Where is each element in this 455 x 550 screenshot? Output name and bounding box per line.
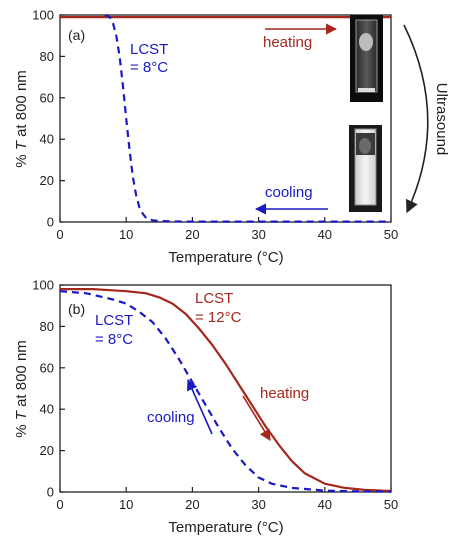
y-tick-label: 60 <box>40 360 54 375</box>
y-tick-label: 60 <box>40 90 54 105</box>
y-tick-label: 80 <box>40 319 54 334</box>
panel-label: (b) <box>68 301 85 317</box>
y-axis-title-suffix: at 800 nm <box>13 340 30 411</box>
heating-lcst-label-line1: LCST <box>195 290 233 307</box>
cooling-label: cooling <box>265 184 313 201</box>
y-axis-title-suffix: at 800 nm <box>13 70 30 141</box>
series-layer <box>60 13 391 223</box>
heating-lcst-label-line2: = 12°C <box>195 309 242 326</box>
cooling-series-line <box>59 290 392 493</box>
x-tick-label: 10 <box>119 497 133 512</box>
y-axis-title: % T at 800 nm <box>13 340 30 438</box>
y-axis-title-prefix: % <box>13 420 30 438</box>
heating-arrow <box>242 395 271 441</box>
cooling-arrow <box>186 378 213 435</box>
y-tick-label: 40 <box>40 402 54 417</box>
x-tick-label: 0 <box>56 497 63 512</box>
x-tick-label: 20 <box>185 227 199 242</box>
cooling-lcst-label-line2: = 8°C <box>95 331 133 348</box>
y-axis-title: % T at 800 nm <box>13 70 30 168</box>
vial-photo-cooled <box>349 125 382 212</box>
y-tick-label: 20 <box>40 173 54 188</box>
y-tick-label: 100 <box>32 278 54 293</box>
x-tick-label: 50 <box>384 227 398 242</box>
y-tick-label: 20 <box>40 443 54 458</box>
panel-a: 0 10 20 30 40 50 0 20 40 60 80 100 (a) LCST = 8°C h… <box>13 8 398 267</box>
cooling-lcst-label-line1: LCST <box>95 312 133 329</box>
cooling-label: cooling <box>147 409 195 426</box>
x-tick-label: 30 <box>251 227 265 242</box>
plot-area-frame <box>59 284 392 493</box>
series-layer <box>59 288 392 493</box>
x-tick-label: 10 <box>119 227 133 242</box>
x-axis-title: Temperature (°C) <box>168 249 283 266</box>
ultrasound-annotation: Ultrasound <box>403 24 450 214</box>
heating-label: heating <box>263 34 312 51</box>
vial-photo-heated <box>350 15 383 102</box>
y-tick-label: 40 <box>40 132 54 147</box>
axis-ticks: 0 10 20 30 40 50 0 20 40 60 80 100 <box>32 278 398 513</box>
lcst-label-line2: = 8°C <box>130 59 168 76</box>
x-tick-label: 20 <box>185 497 199 512</box>
y-tick-label: 100 <box>32 8 54 23</box>
plot-area-frame <box>59 14 392 223</box>
heating-series-line <box>60 288 392 493</box>
y-tick-label: 80 <box>40 49 54 64</box>
cooling-series-line <box>104 13 391 223</box>
y-axis-title-italic: T <box>13 409 30 420</box>
panel-label: (a) <box>68 27 85 43</box>
x-tick-label: 30 <box>251 497 265 512</box>
x-axis-title: Temperature (°C) <box>168 519 283 536</box>
heating-label: heating <box>260 385 309 402</box>
y-tick-label: 0 <box>47 215 54 230</box>
y-axis-title-prefix: % <box>13 150 30 168</box>
axis-ticks: 0 10 20 30 40 50 0 20 40 60 80 100 <box>32 8 398 243</box>
x-tick-label: 40 <box>318 497 332 512</box>
x-tick-label: 40 <box>318 227 332 242</box>
lcst-label-line1: LCST <box>130 41 168 58</box>
x-tick-label: 50 <box>384 497 398 512</box>
y-axis-title-italic: T <box>13 139 30 150</box>
ultrasound-arrow <box>403 24 429 214</box>
y-tick-label: 0 <box>47 485 54 500</box>
x-tick-label: 0 <box>56 227 63 242</box>
ultrasound-label: Ultrasound <box>433 83 450 156</box>
